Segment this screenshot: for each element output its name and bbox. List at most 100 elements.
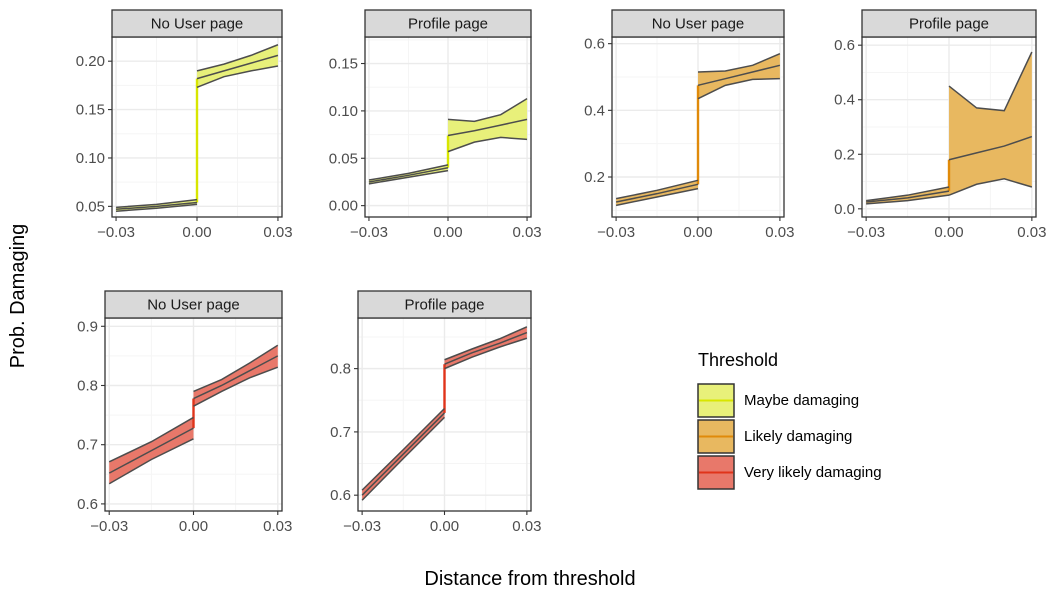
panel-6-y-tick-label: 0.7 <box>330 424 351 441</box>
panel-5-center-line-left <box>108 427 194 474</box>
panel-4: Profile page −0.03 0.00 0.03 0.0 0.2 0.4 0.6 <box>834 9 1046 241</box>
panel-5-upper-line-left <box>108 416 194 463</box>
panel-1-y-tick-label: 0.10 <box>76 150 105 167</box>
panel-6-strip-label: Profile page <box>404 297 484 314</box>
legend-title: Threshold <box>698 350 778 370</box>
panel-2-upper-line-right <box>447 97 528 123</box>
panel-5-upper-line-right <box>193 344 279 393</box>
panel-1-upper-line-left <box>115 198 198 209</box>
panel-5-y-tick-label: 0.7 <box>77 437 98 454</box>
panel-1-x-tick-label: 0.00 <box>182 224 211 241</box>
panel-2-y-tick-label: 0.15 <box>329 56 358 73</box>
panel-2-x-tick-label: 0.03 <box>512 224 541 241</box>
panel-2-upper-line-left <box>368 164 449 181</box>
panel-3-strip <box>611 9 785 38</box>
panel-4-center-line-right <box>948 135 1033 161</box>
panel-3-x-tick-label: −0.03 <box>597 224 635 241</box>
legend-label-very-likely-damaging: Very likely damaging <box>744 464 882 481</box>
panel-3-x-tick-label: 0.00 <box>683 224 712 241</box>
panel-5-ci-band-right <box>193 345 278 407</box>
panel-6-x-tick-label: −0.03 <box>343 518 381 535</box>
panel-2-y-tick-label: 0.00 <box>329 198 358 215</box>
panel-4-y-tick-label: 0.2 <box>834 146 855 163</box>
panel-6-y-tick-label: 0.8 <box>330 361 351 378</box>
panel-3-ci-band-right <box>698 53 780 99</box>
panel-2-lower-line-right <box>447 136 528 153</box>
panel-4-y-tick-label: 0.4 <box>834 92 855 109</box>
panel-4-y-tick-label: 0.6 <box>834 37 855 54</box>
panel-3-center-line-right <box>697 64 781 87</box>
panel-2-center-line-left <box>368 167 449 183</box>
panel-6-lower-line-right <box>444 337 528 370</box>
panel-1-center-line-right <box>196 54 279 80</box>
panel-5-strip-label: No User page <box>147 297 240 314</box>
panel-4-lower-line-right <box>948 178 1033 196</box>
panel-5-y-tick-label: 0.9 <box>77 318 98 335</box>
panel-5-y-tick-label: 0.8 <box>77 377 98 394</box>
panel-2-strip <box>364 9 532 38</box>
panel-4-upper-line-right <box>948 51 1033 112</box>
panel-2-y-tick-label: 0.10 <box>329 103 358 120</box>
panel-3-y-tick-label: 0.4 <box>584 102 605 119</box>
panel-1-ci-band-right <box>197 44 278 88</box>
legend-item-maybe-damaging: Maybe damaging <box>697 383 859 418</box>
panel-6-center-line-right <box>444 331 528 365</box>
panel-5-x-tick-label: 0.03 <box>263 518 292 535</box>
panel-4-upper-line-left <box>866 186 950 202</box>
panel-2-lower-line-left <box>368 169 449 185</box>
panel-4-y-tick-label: 0.0 <box>834 201 855 218</box>
panel-5-strip <box>104 290 283 319</box>
legend-item-very-likely-damaging: Very likely damaging <box>697 455 882 490</box>
panel-5-center-line-right <box>193 355 279 400</box>
panel-3-ci-band-left <box>616 180 698 206</box>
panel-4-ci-band-right <box>949 52 1032 196</box>
x-axis-title: Distance from threshold <box>424 568 635 590</box>
panel-6-upper-line-left <box>361 407 446 491</box>
panel-1-lower-line-left <box>115 203 198 212</box>
panel-3: No User page −0.03 0.00 0.03 0.2 0.4 0.6 <box>584 9 795 241</box>
panel-6-x-tick-label: 0.03 <box>512 518 541 535</box>
panel-2-strip-label: Profile page <box>408 16 488 33</box>
panel-4-strip-label: Profile page <box>909 16 989 33</box>
panel-5-x-tick-label: −0.03 <box>90 518 128 535</box>
panel-6: Profile page −0.03 0.00 0.03 0.6 0.7 0.8 <box>330 290 541 535</box>
panel-3-y-tick-label: 0.6 <box>584 36 605 53</box>
legend: Threshold Maybe damaging Likely damaging… <box>697 350 882 490</box>
legend-item-likely-damaging: Likely damaging <box>697 419 852 454</box>
panel-3-upper-line-left <box>615 179 699 200</box>
panel-2: Profile page −0.03 0.00 0.03 0.00 0.05 0.10 0.1… <box>329 9 542 241</box>
panel-2-x-tick-label: 0.00 <box>433 224 462 241</box>
panel-1-x-tick-label: 0.03 <box>263 224 292 241</box>
panel-5-lower-line-left <box>108 438 194 485</box>
panel-6-x-tick-label: 0.00 <box>430 518 459 535</box>
panel-4-center-line-left <box>866 190 950 203</box>
panel-5: No User page −0.03 0.00 0.03 0.6 0.7 0.8 0.9 <box>77 290 292 535</box>
panel-4-x-tick-label: 0.00 <box>934 224 963 241</box>
panel-4-lower-line-left <box>866 194 950 205</box>
panel-2-x-tick-label: −0.03 <box>350 224 388 241</box>
panel-6-strip <box>357 290 532 319</box>
panel-1-y-tick-label: 0.05 <box>76 198 105 215</box>
panel-6-center-line-left <box>361 412 446 496</box>
panel-3-center-line-left <box>615 183 699 203</box>
panel-1-y-tick-label: 0.15 <box>76 102 105 119</box>
panel-4-x-tick-label: −0.03 <box>847 224 885 241</box>
legend-label-likely-damaging: Likely damaging <box>744 428 852 445</box>
panel-3-x-tick-label: 0.03 <box>765 224 794 241</box>
panel-3-strip-label: No User page <box>652 16 745 33</box>
panel-1-strip-label: No User page <box>151 16 244 33</box>
panel-5-y-tick-label: 0.6 <box>77 496 98 513</box>
panel-5-lower-line-right <box>193 366 279 407</box>
legend-label-maybe-damaging: Maybe damaging <box>744 392 859 409</box>
panel-1-y-tick-label: 0.20 <box>76 53 105 70</box>
panel-1-center-line-left <box>115 201 198 211</box>
panel-2-ci-band-right <box>448 98 528 152</box>
panel-1-upper-line-right <box>196 44 279 72</box>
panel-6-lower-line-left <box>361 416 446 501</box>
panel-4-strip <box>861 9 1037 38</box>
panel-6-y-tick-label: 0.6 <box>330 487 351 504</box>
panel-1: No User page −0.03 0.00 0.03 0.05 0.10 0.15 0.2… <box>76 9 293 241</box>
panel-3-y-tick-label: 0.2 <box>584 169 605 186</box>
panel-1-x-tick-label: −0.03 <box>97 224 135 241</box>
